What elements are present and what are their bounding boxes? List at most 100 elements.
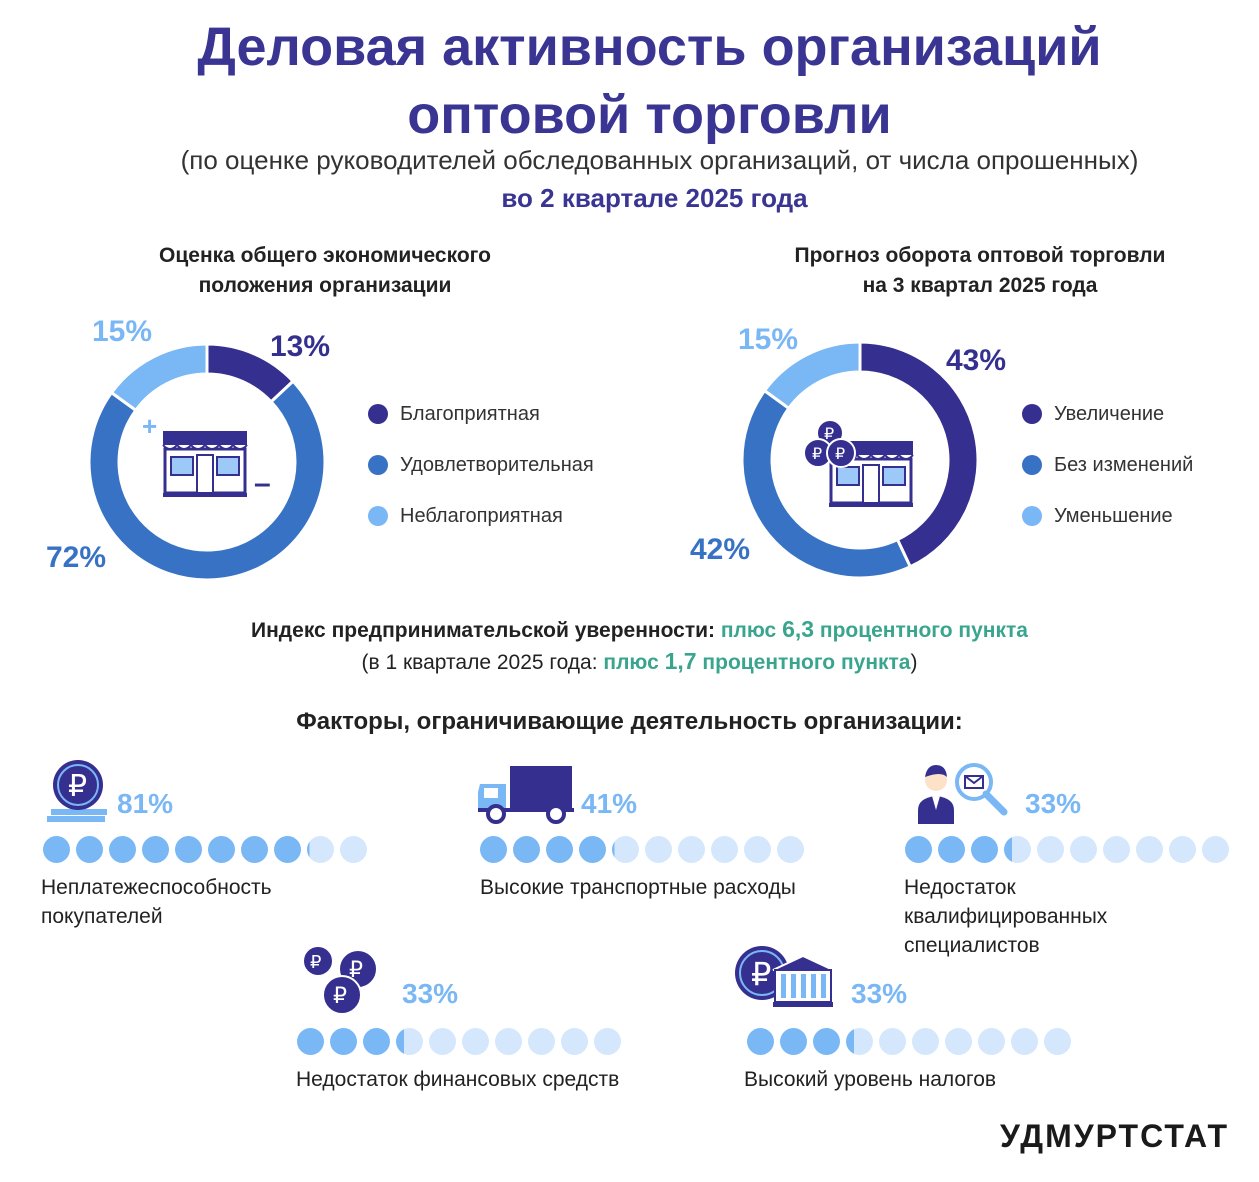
- shop-icon: [162, 431, 248, 497]
- factor-dot: [879, 1028, 906, 1055]
- truck-icon: [478, 766, 574, 824]
- ruble-coins-icon: ₽ ₽ ₽: [302, 945, 378, 1015]
- legend-item-satisfactory: Удовлетворительная: [368, 452, 594, 478]
- svg-text:₽: ₽: [751, 955, 771, 993]
- chart1-label-unfavorable: 15%: [92, 315, 153, 348]
- chart1-title-line2: положения организации: [198, 274, 452, 297]
- factor-dot: [594, 1028, 621, 1055]
- factor-dot: [43, 836, 70, 863]
- factor-2-percent: 41%: [581, 788, 638, 819]
- factor-3-dots: [905, 836, 1229, 863]
- factor-dot: [109, 836, 136, 863]
- factor-4-dots: [297, 1028, 621, 1055]
- chart2-label-decrease: 15%: [738, 323, 799, 356]
- factors-title: Факторы, ограничивающие деятельность орг…: [296, 708, 963, 735]
- legend-dot: [368, 455, 388, 475]
- factor-dot: [274, 836, 301, 863]
- chart2-donut: ₽ ₽ ₽: [740, 340, 980, 580]
- svg-text:₽: ₽: [835, 444, 845, 463]
- chart2-title-line1: Прогноз оборота оптовой торговли: [794, 244, 1166, 267]
- chart1-title: Оценка общего экономического положения о…: [95, 241, 555, 301]
- chart2-label-increase: 43%: [946, 344, 1007, 377]
- factor-dot: [1070, 836, 1097, 863]
- svg-text:₽: ₽: [824, 424, 834, 443]
- factor-dot: [241, 836, 268, 863]
- factor-dot: [612, 836, 639, 863]
- chart1-donut: + –: [87, 342, 327, 582]
- legend-dot: [1022, 506, 1042, 526]
- legend-dot: [368, 404, 388, 424]
- legend-label: Увеличение: [1054, 402, 1165, 425]
- donut-slice-increase: [858, 340, 980, 569]
- factor-dot: [978, 1028, 1005, 1055]
- factor-dot: [1037, 836, 1064, 863]
- factor-dot: [711, 836, 738, 863]
- factor-dot: [495, 1028, 522, 1055]
- minus-icon: –: [254, 467, 271, 500]
- plus-icon: +: [142, 411, 157, 441]
- chart1-label-satisfactory: 72%: [46, 541, 107, 574]
- page-title-line2: оптовой торговли: [407, 85, 892, 145]
- factor-dot: [480, 836, 507, 863]
- legend-dot: [368, 506, 388, 526]
- chart1-legend: Благоприятная Удовлетворительная Неблаго…: [368, 401, 594, 529]
- factor-dot: [912, 1028, 939, 1055]
- factor-dot: [297, 1028, 324, 1055]
- confidence-index-unit: процентного пункта: [814, 619, 1028, 642]
- factor-dot: [905, 836, 932, 863]
- chart1-title-line1: Оценка общего экономического: [159, 244, 491, 267]
- factor-dot: [142, 836, 169, 863]
- factor-4-percent: 33%: [402, 978, 459, 1009]
- legend-item-increase: Увеличение: [1022, 401, 1193, 427]
- factor-dot: [561, 1028, 588, 1055]
- label-line: Высокий уровень налогов: [744, 1068, 997, 1091]
- legend-label: Удовлетворительная: [400, 453, 594, 476]
- factor-dot: [546, 836, 573, 863]
- chart1-label-favorable: 13%: [270, 330, 331, 363]
- factor-dot: [777, 836, 804, 863]
- legend-item-unfavorable: Неблагоприятная: [368, 503, 594, 529]
- ruble-coin-stack-icon: ₽: [47, 760, 107, 822]
- previous-index-close: ): [910, 651, 918, 674]
- confidence-index-value-prefix: плюс: [720, 619, 783, 642]
- label-line: квалифицированных: [904, 905, 1108, 928]
- factor-dot: [528, 1028, 555, 1055]
- chart2-title: Прогноз оборота оптовой торговли на 3 кв…: [740, 241, 1220, 301]
- factor-dot: [645, 836, 672, 863]
- factor-dot: [76, 836, 103, 863]
- factor-dot: [971, 836, 998, 863]
- legend-dot: [1022, 455, 1042, 475]
- factor-dot: [846, 1028, 873, 1055]
- factor-1-dots: [43, 836, 367, 863]
- previous-index-label: (в 1 квартале 2025 года:: [361, 651, 604, 674]
- donut-slice-no-change: [740, 388, 913, 580]
- factor-dot: [579, 836, 606, 863]
- factor-3-label: Недостаток квалифицированных специалисто…: [904, 873, 1107, 960]
- tax-building-icon: ₽: [735, 946, 834, 1007]
- factor-dot: [1004, 836, 1031, 863]
- factor-dot: [1202, 836, 1229, 863]
- factor-1-percent: 81%: [117, 788, 174, 819]
- legend-label: Без изменений: [1054, 453, 1194, 476]
- previous-index-unit: процентного пункта: [696, 651, 911, 674]
- factor-dot: [396, 1028, 423, 1055]
- factor-dot: [1103, 836, 1130, 863]
- factor-dot: [678, 836, 705, 863]
- legend-label: Неблагоприятная: [400, 504, 563, 527]
- factor-dot: [340, 836, 367, 863]
- svg-text:₽: ₽: [812, 444, 822, 463]
- svg-text:₽: ₽: [333, 984, 347, 1009]
- brand-logo: УДМУРТСТАТ: [999, 1118, 1229, 1154]
- factor-1-label: Неплатежеспособность покупателей: [41, 873, 272, 931]
- factor-dot: [945, 1028, 972, 1055]
- factor-5-label: Высокий уровень налогов: [744, 1065, 996, 1094]
- ruble-coins-icon: ₽ ₽ ₽: [803, 419, 856, 468]
- factor-dot: [330, 1028, 357, 1055]
- legend-item-decrease: Уменьшение: [1022, 503, 1193, 529]
- page-period: во 2 квартале 2025 года: [501, 183, 808, 213]
- factor-5-dots: [747, 1028, 1071, 1055]
- factor-dot: [1136, 836, 1163, 863]
- chart2-label-no-change: 42%: [690, 533, 751, 566]
- legend-dot: [1022, 404, 1042, 424]
- donut-slice-satisfactory: [87, 379, 327, 582]
